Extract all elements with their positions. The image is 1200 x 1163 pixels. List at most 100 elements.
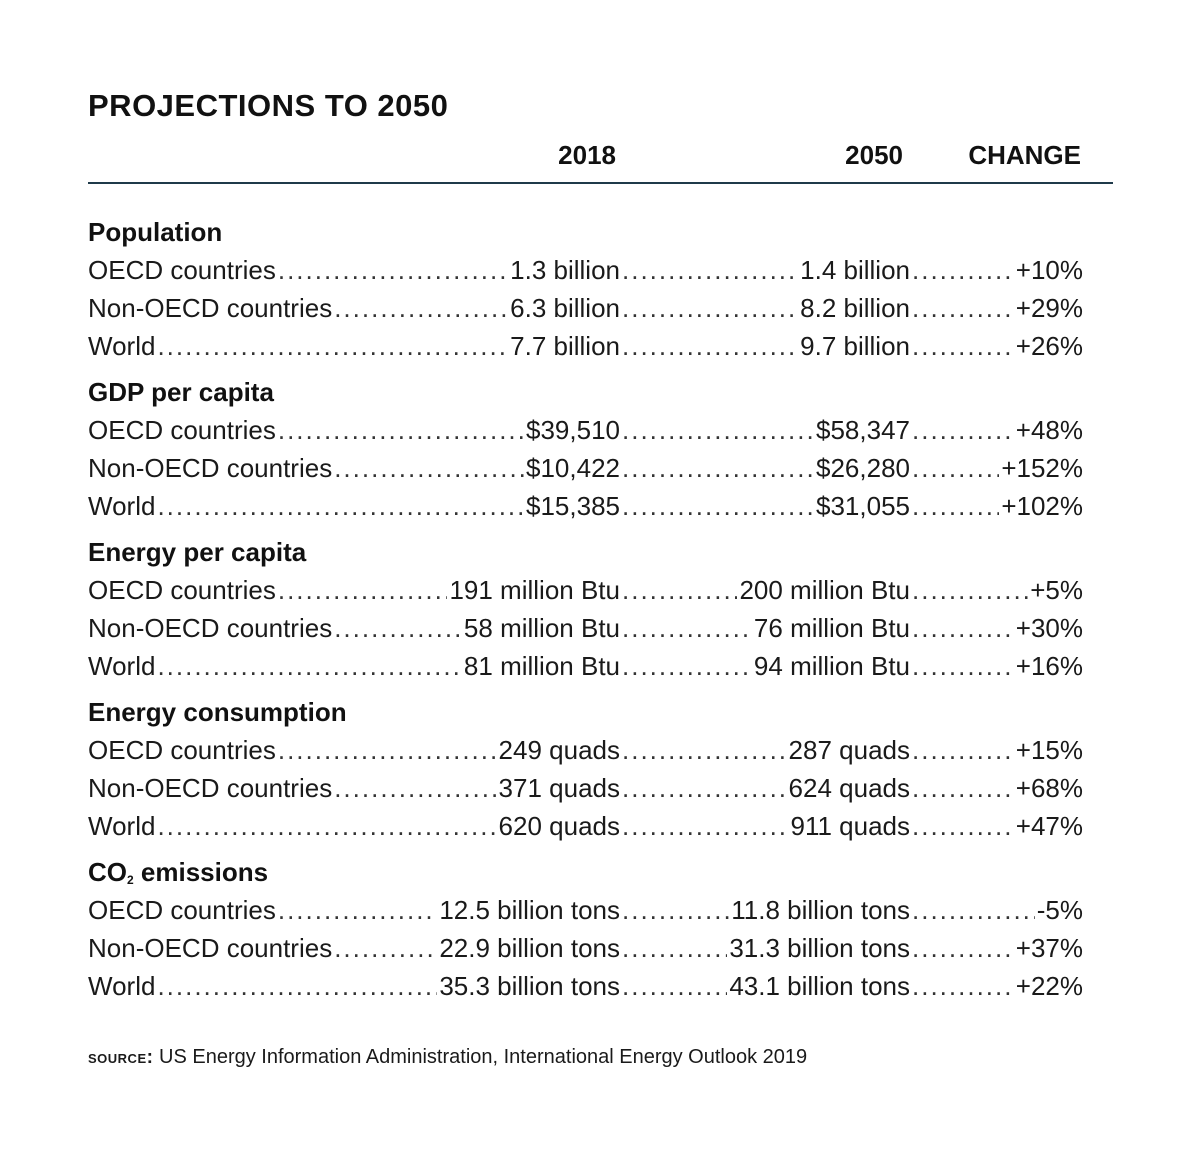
value-cell: 94 million Btu [620,647,910,685]
row-label: OECD countries [88,255,276,285]
section-title-rest: emissions [133,857,269,887]
table-row: World 35.3 billion tons 43.1 billion tons +… [88,967,1083,1005]
section-title: CO2 emissions [88,854,1083,891]
dot-leader [912,891,1035,929]
dot-leader [912,647,1014,685]
label-cell: OECD countries 249 quads [88,731,620,769]
dot-leader [912,807,1014,845]
dot-leader [278,571,448,609]
value-2050: $26,280 [816,453,910,483]
dot-leader [912,251,1014,289]
section-title: Energy per capita [88,534,1083,571]
value-change: +5% [1030,575,1083,605]
page-title: PROJECTIONS TO 2050 [88,88,449,123]
section: CO2 emissions OECD countries 12.5 billion … [88,854,1083,1005]
section-title: GDP per capita [88,374,1083,411]
table-row: World 81 million Btu 94 million Btu +16% [88,647,1083,685]
row-label: Non-OECD countries [88,773,333,803]
section-title-text: Energy per capita [88,537,307,567]
row-label: World [88,971,156,1001]
value-2018: 6.3 billion [510,293,620,323]
section-title-text: GDP per capita [88,377,274,407]
dot-leader [912,929,1014,967]
value-2018: 249 quads [498,735,620,765]
source-text: US Energy Information Administration, In… [159,1046,808,1068]
column-header-2018: 2018 [558,140,616,170]
value-cell: +37% [910,929,1083,967]
dot-leader [622,327,798,365]
value-cell: +48% [910,411,1083,449]
section-title-text: CO [88,857,127,887]
dot-leader [334,769,496,807]
value-cell: 1.4 billion [620,251,910,289]
table-row: OECD countries 1.3 billion 1.4 billion +10% [88,251,1083,289]
dot-leader [622,449,814,487]
value-2018: 81 million Btu [463,651,620,681]
dot-leader [157,967,437,1005]
section: Energy consumption OECD countries 249 quad… [88,694,1083,845]
label-cell: World 7.7 billion [88,327,620,365]
value-2018: 7.7 billion [510,331,620,361]
dot-leader [622,967,727,1005]
value-change: +48% [1015,415,1083,445]
row-label: OECD countries [88,575,276,605]
table-row: Non-OECD countries 58 million Btu 76 milli… [88,609,1083,647]
dot-leader [622,571,737,609]
value-change: +152% [1001,453,1083,483]
dot-leader [157,487,524,525]
section: GDP per capita OECD countries $39,510 $58,3… [88,374,1083,525]
value-cell: +5% [910,571,1083,609]
value-2018: $10,422 [526,453,620,483]
value-change: +37% [1015,933,1083,963]
dot-leader [622,807,788,845]
value-2018: $15,385 [526,491,620,521]
projections-table: Population OECD countries 1.3 billion 1.4 b… [88,214,1083,1005]
dot-leader [912,609,1014,647]
value-change: +102% [1001,491,1083,521]
value-2050: 624 quads [788,773,910,803]
value-cell: +22% [910,967,1083,1005]
value-change: +29% [1015,293,1083,323]
label-cell: OECD countries 1.3 billion [88,251,620,289]
label-cell: World 35.3 billion tons [88,967,620,1005]
row-label: Non-OECD countries [88,933,333,963]
table-row: OECD countries 12.5 billion tons 11.8 bill… [88,891,1083,929]
value-2050: 287 quads [788,735,910,765]
row-label: World [88,491,156,521]
table-row: OECD countries 249 quads 287 quads +15% [88,731,1083,769]
section: Energy per capita OECD countries 191 milli… [88,534,1083,685]
dot-leader [912,289,1014,327]
value-2050: $31,055 [816,491,910,521]
value-2050: 200 million Btu [739,575,910,605]
value-2018: 35.3 billion tons [439,971,620,1001]
section-title-text: Energy consumption [88,697,347,727]
column-header-change: CHANGE [968,140,1081,170]
dot-leader [157,807,496,845]
value-2050: 94 million Btu [753,651,910,681]
dot-leader [912,449,999,487]
value-2050: 9.7 billion [800,331,910,361]
row-label: World [88,331,156,361]
value-cell: -5% [910,891,1083,929]
table-row: Non-OECD countries 371 quads 624 quads +68% [88,769,1083,807]
value-2050: 43.1 billion tons [729,971,910,1001]
value-2018: 1.3 billion [510,255,620,285]
value-cell: 43.1 billion tons [620,967,910,1005]
source-note: source: US Energy Information Administra… [88,1046,807,1069]
label-cell: Non-OECD countries $10,422 [88,449,620,487]
header-divider [88,182,1113,184]
label-cell: World 81 million Btu [88,647,620,685]
value-2050: 911 quads [790,811,910,841]
table-row: OECD countries 191 million Btu 200 million… [88,571,1083,609]
value-cell: 31.3 billion tons [620,929,910,967]
dot-leader [334,289,508,327]
dot-leader [622,769,787,807]
label-cell: OECD countries $39,510 [88,411,620,449]
value-2018: 58 million Btu [463,613,620,643]
section-title-text: Population [88,217,223,247]
dot-leader [622,647,752,685]
label-cell: Non-OECD countries 6.3 billion [88,289,620,327]
section: Population OECD countries 1.3 billion 1.4 b… [88,214,1083,365]
value-change: +26% [1015,331,1083,361]
value-change: -5% [1036,895,1083,925]
